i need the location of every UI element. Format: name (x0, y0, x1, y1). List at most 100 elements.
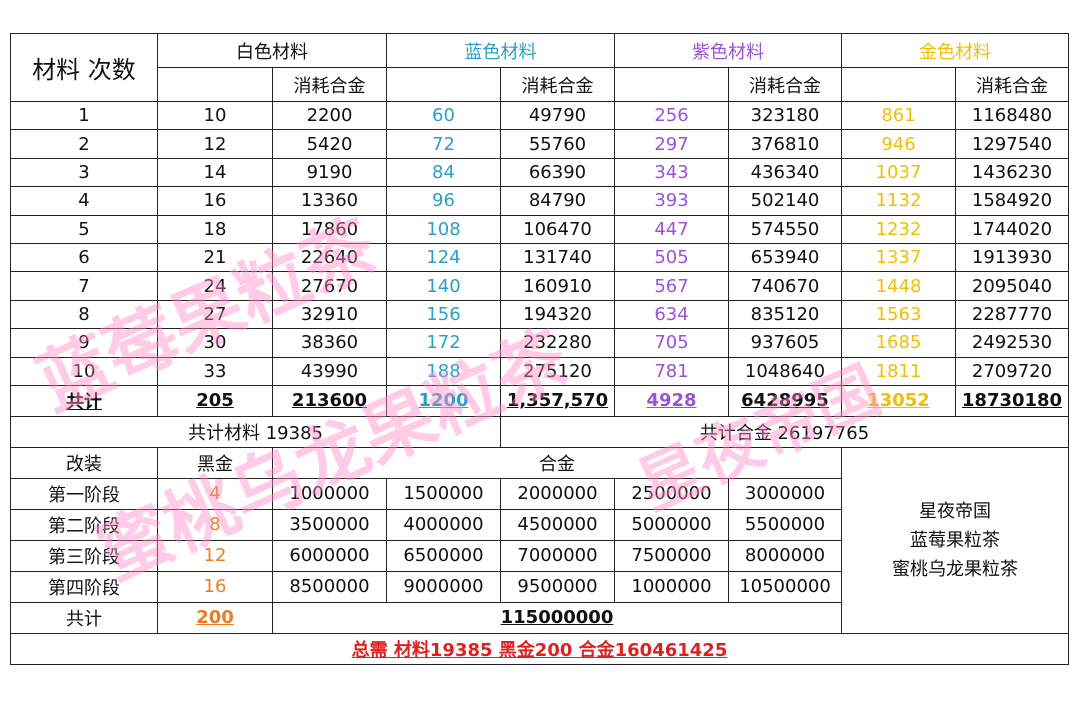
value-cell: 323180 (728, 100, 842, 131)
value-cell: 106470 (500, 214, 615, 244)
value-cell: 1811 (841, 356, 956, 386)
value-cell: 84 (386, 157, 501, 188)
table-row: 共计 200 115000000 (10, 601, 1069, 634)
row-index: 7 (10, 271, 158, 301)
row-index: 3 (10, 157, 158, 188)
black-gold: 12 (157, 539, 273, 572)
value-cell: 140 (386, 271, 501, 301)
value-cell: 13360 (272, 186, 387, 216)
table-row: 10 33 43990 188 275120 781 1048640 1811 2709720 (10, 356, 1069, 386)
value-cell: 10 (157, 100, 273, 131)
value-cell: 1584920 (955, 186, 1069, 216)
value-cell: 172 (386, 328, 501, 358)
value-cell: 740670 (728, 271, 842, 301)
table-row: 总需 材料19385 黑金200 合金160461425 (10, 632, 1069, 665)
value-cell: 2095040 (955, 271, 1069, 301)
table-row: 改装 黑金 合金 星夜帝国 蓝莓果粒茶 蜜桃乌龙果粒茶 (10, 446, 1069, 634)
value-cell: 49790 (500, 100, 615, 131)
materials-table: 材料 次数 白色材料 蓝色材料 紫色材料 金色材料 消耗合金 消耗合金 消耗合金 消耗合金 1 10… (10, 33, 1069, 665)
alloy-cell: 8000000 (728, 539, 842, 572)
value-cell: 574550 (728, 214, 842, 244)
value-cell: 21 (157, 242, 273, 273)
alloy-cell: 1500000 (386, 477, 501, 510)
value-cell: 30 (157, 328, 273, 358)
value-cell: 60 (386, 100, 501, 131)
value-cell: 1297540 (955, 129, 1069, 159)
row-index: 6 (10, 242, 158, 273)
value-cell: 835120 (728, 299, 842, 330)
row-index: 1 (10, 100, 158, 131)
value-cell: 1563 (841, 299, 956, 330)
alloy-cell: 10500000 (728, 570, 842, 603)
alloy-cell: 3000000 (728, 477, 842, 510)
value-cell: 1448 (841, 271, 956, 301)
row-index: 5 (10, 214, 158, 244)
stage-label: 第二阶段 (10, 508, 158, 541)
alloy-cell: 4500000 (500, 508, 615, 541)
value-cell: 14 (157, 157, 273, 188)
empty-cell (841, 67, 956, 102)
black-gold: 16 (157, 570, 273, 603)
value-cell: 55760 (500, 129, 615, 159)
alloy-cell: 5500000 (728, 508, 842, 541)
value-cell: 156 (386, 299, 501, 330)
value-cell: 781 (614, 356, 729, 386)
value-cell: 33 (157, 356, 273, 386)
value-cell: 9190 (272, 157, 387, 188)
alloy-cell: 7500000 (614, 539, 729, 572)
total-cell: 6428995 (728, 384, 842, 417)
value-cell: 32910 (272, 299, 387, 330)
value-cell: 2709720 (955, 356, 1069, 386)
alloy-cell: 2500000 (614, 477, 729, 510)
group-header: 蓝色材料 (386, 33, 615, 68)
value-cell: 43990 (272, 356, 387, 386)
alloy-cell: 9500000 (500, 570, 615, 603)
value-cell: 1685 (841, 328, 956, 358)
value-cell: 5420 (272, 129, 387, 159)
mod-header: 合金 (272, 446, 842, 479)
total-cell: 1,357,570 (500, 384, 615, 417)
value-cell: 275120 (500, 356, 615, 386)
group-header: 白色材料 (157, 33, 387, 68)
value-cell: 567 (614, 271, 729, 301)
value-cell: 436340 (728, 157, 842, 188)
value-cell: 2492530 (955, 328, 1069, 358)
alloy-cell: 6000000 (272, 539, 387, 572)
black-gold: 4 (157, 477, 273, 510)
stage-label: 第三阶段 (10, 539, 158, 572)
alloy-cell: 9000000 (386, 570, 501, 603)
empty-cell (157, 67, 273, 102)
group-header: 金色材料 (841, 33, 1069, 68)
table-row: 第四阶段 16 8500000 9000000 9500000 1000000 105000… (10, 570, 1069, 603)
value-cell: 194320 (500, 299, 615, 330)
value-cell: 16 (157, 186, 273, 216)
table-row: 3 14 9190 84 66390 343 436340 1037 1436230 (10, 157, 1069, 188)
mod-header: 改装 (10, 446, 158, 479)
table-row: 共计 205 213600 1200 1,357,570 4928 6428995 13052… (10, 384, 1069, 417)
alloy-cell: 1000000 (272, 477, 387, 510)
mod-header: 黑金 (157, 446, 273, 479)
value-cell: 393 (614, 186, 729, 216)
value-cell: 1913930 (955, 242, 1069, 273)
table-row: 消耗合金 消耗合金 消耗合金 消耗合金 (11, 67, 1069, 102)
table-row: 6 21 22640 124 131740 505 653940 1337 1913930 (10, 242, 1069, 273)
note: 蓝莓果粒茶 (910, 529, 1000, 551)
alloy-cell: 3500000 (272, 508, 387, 541)
value-cell: 1232 (841, 214, 956, 244)
value-cell: 232280 (500, 328, 615, 358)
value-cell: 18 (157, 214, 273, 244)
value-cell: 1337 (841, 242, 956, 273)
value-cell: 72 (386, 129, 501, 159)
table-row: 1 10 2200 60 49790 256 323180 861 1168480 (10, 100, 1069, 131)
value-cell: 653940 (728, 242, 842, 273)
row-index: 2 (10, 129, 158, 159)
total-cell: 共计 (10, 384, 158, 417)
table-row: 9 30 38360 172 232280 705 937605 1685 2492530 (10, 328, 1069, 358)
value-cell: 256 (614, 100, 729, 131)
value-cell: 946 (841, 129, 956, 159)
value-cell: 96 (386, 186, 501, 216)
table-row: 8 27 32910 156 194320 634 835120 1563 2287770 (10, 299, 1069, 330)
table-row: 第一阶段 4 1000000 1500000 2000000 2500000 3000000 (10, 477, 1069, 510)
value-cell: 376810 (728, 129, 842, 159)
table-row: 2 12 5420 72 55760 297 376810 946 1297540 (10, 129, 1069, 159)
